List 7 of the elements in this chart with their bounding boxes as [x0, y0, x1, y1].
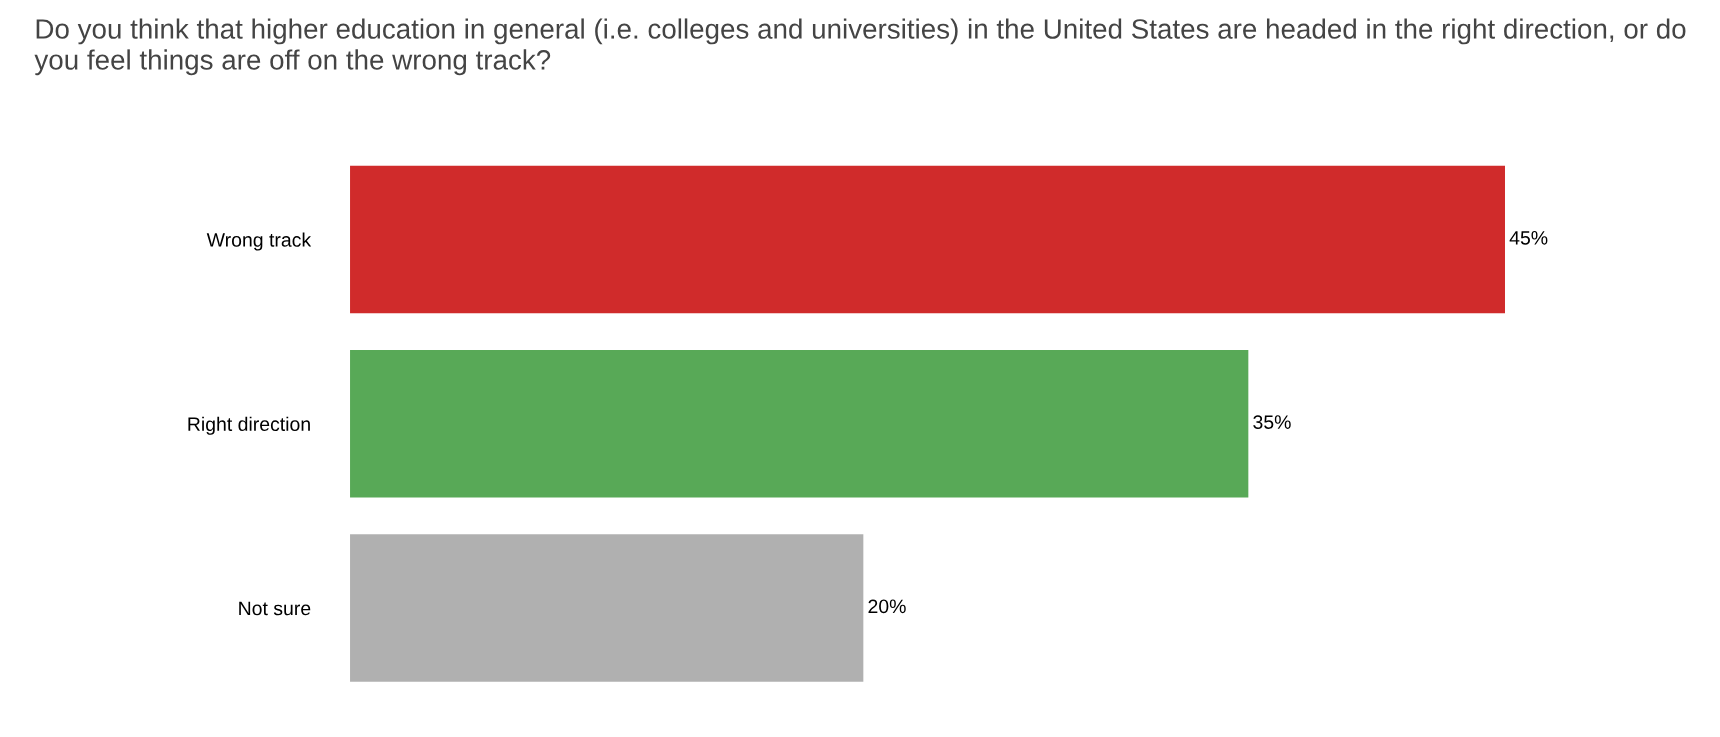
chart-title: Do you think that higher education in general (i.e. colleges and universities) in the United States are headed in the right direction, or do you feel things are off on the wrong track?	[34, 18, 1686, 76]
data-label: 20%	[868, 599, 906, 614]
data-label: 35%	[1253, 415, 1291, 429]
y-tick-label: Wrong track	[206, 232, 312, 251]
data-label: 45%	[1509, 231, 1548, 245]
y-tick-label: Not sure	[239, 601, 311, 616]
y-tick-label: Right direction	[188, 416, 310, 435]
